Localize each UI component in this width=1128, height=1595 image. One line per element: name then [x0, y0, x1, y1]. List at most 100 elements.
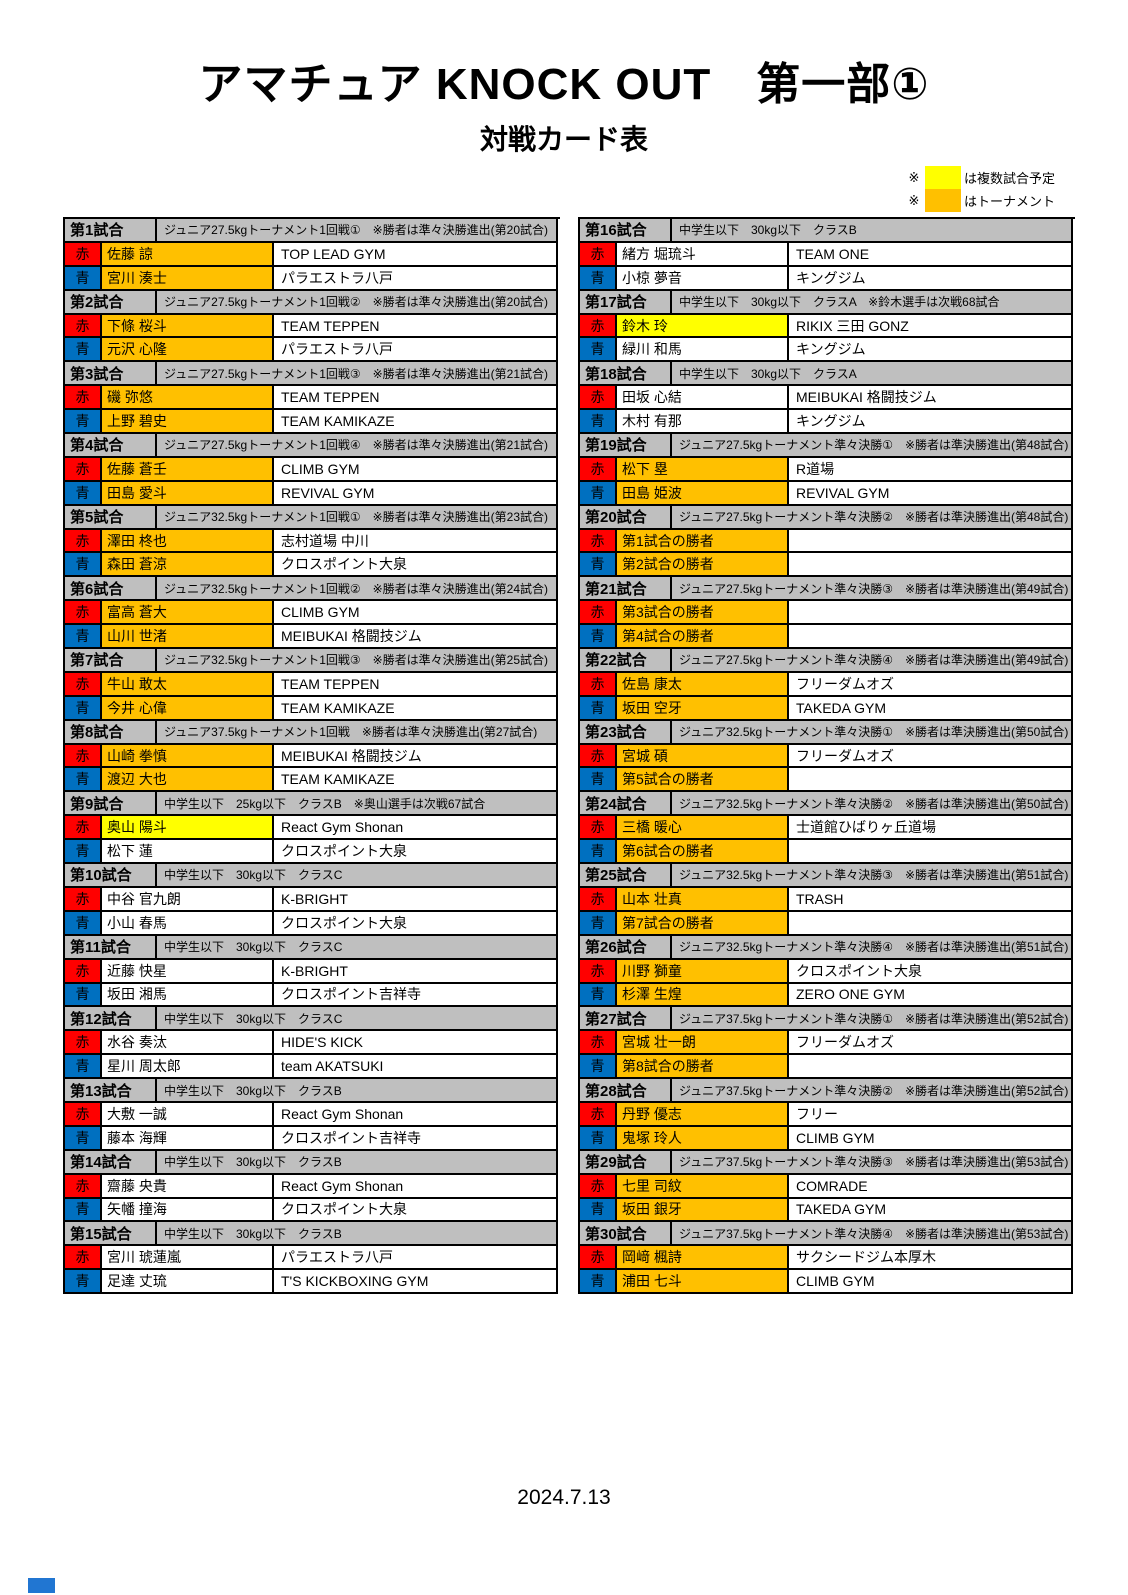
- fighter-name-cell: 磯 弥悠: [102, 386, 274, 411]
- match-column-right: 第16試合 中学生以下 30kg以下 クラスB 赤緒方 堀琉斗 TEAM ONE 青小椋…: [578, 217, 1075, 1295]
- corner-badge-red: 赤: [580, 959, 617, 984]
- match-number-cell: 第2試合: [65, 290, 157, 315]
- legend-label: は複数試合予定: [964, 171, 1056, 186]
- match-block: 第12試合 中学生以下 30kg以下 クラスC 赤水谷 奏汰 HIDE'S KICK 青…: [65, 1007, 560, 1080]
- corner-badge-blue: 青: [580, 911, 617, 936]
- fighter-gym-cell: TEAM TEPPEN: [274, 386, 558, 411]
- fighter-name-cell: 第2試合の勝者: [617, 553, 789, 578]
- match-block: 第9試合 中学生以下 25kg以下 クラスB ※奥山選手は次戦67試合赤奥山 陽斗…: [65, 792, 560, 865]
- fighter-gym-cell: パラエストラ八戸: [274, 338, 558, 363]
- fighter-name-cell: 緑川 和馬: [617, 338, 789, 363]
- corner-badge-red: 赤: [65, 314, 102, 339]
- fighter-gym-cell: MEIBUKAI 格闘技ジム: [789, 386, 1073, 411]
- match-block: 第23試合 ジュニア32.5kgトーナメント準々決勝① ※勝者は準決勝進出(第50…: [580, 720, 1075, 793]
- corner-badge-blue: 青: [580, 410, 617, 435]
- fighter-name-cell: 鈴木 玲: [617, 314, 789, 339]
- fighter-gym-cell: RIKIX 三田 GONZ: [789, 314, 1073, 339]
- fighter-name-cell: 宮川 琥蓮嵐: [102, 1246, 274, 1271]
- blue-fighter-row: 青第5試合の勝者: [580, 768, 1075, 793]
- fighter-gym-cell: TRASH: [789, 887, 1073, 912]
- fighter-gym-cell: TAKEDA GYM: [789, 1198, 1073, 1223]
- red-fighter-row: 赤鈴木 玲 RIKIX 三田 GONZ: [580, 314, 1075, 339]
- match-description-cell: ジュニア27.5kgトーナメント1回戦③ ※勝者は準々決勝進出(第21試合): [157, 362, 558, 387]
- corner-badge-blue: 青: [65, 911, 102, 936]
- blue-fighter-row: 青元沢 心隆 パラエストラ八戸: [65, 338, 560, 363]
- red-fighter-row: 赤奥山 陽斗 React Gym Shonan: [65, 816, 560, 841]
- fighter-name-cell: 坂田 空牙: [617, 696, 789, 721]
- match-block: 第2試合 ジュニア27.5kgトーナメント1回戦② ※勝者は準々決勝進出(第20試…: [65, 290, 560, 363]
- corner-badge-blue: 青: [65, 1055, 102, 1080]
- blue-fighter-row: 青星川 周太郎 team AKATSUKI: [65, 1055, 560, 1080]
- match-description-cell: ジュニア37.5kgトーナメント準々決勝① ※勝者は準決勝進出(第52試合): [672, 1007, 1073, 1032]
- corner-badge-blue: 青: [580, 768, 617, 793]
- corner-badge-red: 赤: [65, 529, 102, 554]
- fighter-name-cell: 佐島 康太: [617, 672, 789, 697]
- fighter-gym-cell: T'S KICKBOXING GYM: [274, 1270, 558, 1295]
- legend-note-mark: ※: [908, 192, 920, 208]
- match-header-row: 第26試合 ジュニア32.5kgトーナメント準々決勝④ ※勝者は準決勝進出(第51…: [580, 935, 1075, 960]
- fighter-gym-cell: クロスポイント吉祥寺: [274, 983, 558, 1008]
- red-fighter-row: 赤七里 司紋 COMRADE: [580, 1174, 1075, 1199]
- fighter-name-cell: 中谷 官九朗: [102, 887, 274, 912]
- red-fighter-row: 赤三橋 暖心 士道館ひばりヶ丘道場: [580, 816, 1075, 841]
- match-block: 第27試合 ジュニア37.5kgトーナメント準々決勝① ※勝者は準決勝進出(第52…: [580, 1007, 1075, 1080]
- match-header-row: 第5試合 ジュニア32.5kgトーナメント1回戦① ※勝者は準々決勝進出(第23試…: [65, 505, 560, 530]
- fighter-gym-cell: CLIMB GYM: [789, 1126, 1073, 1151]
- corner-badge-blue: 青: [580, 553, 617, 578]
- fighter-gym-cell: TEAM TEPPEN: [274, 672, 558, 697]
- match-header-row: 第14試合 中学生以下 30kg以下 クラスB: [65, 1150, 560, 1175]
- match-number-cell: 第19試合: [580, 434, 672, 458]
- fighter-gym-cell: React Gym Shonan: [274, 816, 558, 841]
- corner-badge-blue: 青: [65, 768, 102, 793]
- match-header-row: 第1試合 ジュニア27.5kgトーナメント1回戦① ※勝者は準々決勝進出(第20試…: [65, 219, 560, 243]
- red-fighter-row: 赤大敷 一誠 React Gym Shonan: [65, 1102, 560, 1127]
- red-fighter-row: 赤佐藤 蒼壬 CLIMB GYM: [65, 457, 560, 482]
- match-description-cell: ジュニア27.5kgトーナメント1回戦④ ※勝者は準々決勝進出(第21試合): [157, 434, 558, 458]
- corner-badge-blue: 青: [580, 1198, 617, 1223]
- fighter-gym-cell: TEAM ONE: [789, 242, 1073, 267]
- match-header-row: 第28試合 ジュニア37.5kgトーナメント準々決勝② ※勝者は準決勝進出(第52…: [580, 1079, 1075, 1103]
- fighter-name-cell: 第7試合の勝者: [617, 911, 789, 936]
- match-header-row: 第18試合 中学生以下 30kg以下 クラスA: [580, 362, 1075, 387]
- corner-badge-red: 赤: [65, 386, 102, 411]
- match-header-row: 第12試合 中学生以下 30kg以下 クラスC: [65, 1007, 560, 1032]
- fighter-name-cell: 大敷 一誠: [102, 1102, 274, 1127]
- fighter-gym-cell: [789, 601, 1073, 626]
- fighter-gym-cell: クロスポイント吉祥寺: [274, 1126, 558, 1151]
- match-header-row: 第4試合 ジュニア27.5kgトーナメント1回戦④ ※勝者は準々決勝進出(第21試…: [65, 434, 560, 458]
- fighter-name-cell: 元沢 心隆: [102, 338, 274, 363]
- blue-fighter-row: 青坂田 銀牙 TAKEDA GYM: [580, 1198, 1075, 1223]
- match-block: 第16試合 中学生以下 30kg以下 クラスB 赤緒方 堀琉斗 TEAM ONE 青小椋…: [580, 219, 1075, 291]
- match-header-row: 第22試合 ジュニア27.5kgトーナメント準々決勝④ ※勝者は準決勝進出(第49…: [580, 649, 1075, 673]
- corner-badge-blue: 青: [580, 696, 617, 721]
- fighter-gym-cell: R道場: [789, 457, 1073, 482]
- match-description-cell: ジュニア27.5kgトーナメント準々決勝③ ※勝者は準決勝進出(第49試合): [672, 577, 1073, 602]
- blue-fighter-row: 青坂田 空牙 TAKEDA GYM: [580, 696, 1075, 721]
- fighter-gym-cell: [789, 768, 1073, 793]
- corner-badge-blue: 青: [65, 1270, 102, 1295]
- corner-badge-red: 赤: [580, 242, 617, 267]
- fighter-name-cell: 七里 司紋: [617, 1174, 789, 1199]
- fighter-name-cell: 佐藤 諒: [102, 242, 274, 267]
- fighter-gym-cell: クロスポイント大泉: [274, 911, 558, 936]
- red-fighter-row: 赤松下 塁 R道場: [580, 457, 1075, 482]
- match-description-cell: ジュニア37.5kgトーナメント1回戦 ※勝者は準々決勝進出(第27試合): [157, 720, 558, 745]
- corner-badge-red: 赤: [580, 1174, 617, 1199]
- match-number-cell: 第5試合: [65, 505, 157, 530]
- match-header-row: 第16試合 中学生以下 30kg以下 クラスB: [580, 219, 1075, 243]
- match-block: 第30試合 ジュニア37.5kgトーナメント準々決勝④ ※勝者は準決勝進出(第53…: [580, 1222, 1075, 1295]
- fighter-name-cell: 星川 周太郎: [102, 1055, 274, 1080]
- fighter-name-cell: 小山 春馬: [102, 911, 274, 936]
- fighter-name-cell: 近藤 快星: [102, 959, 274, 984]
- match-description-cell: ジュニア27.5kgトーナメント準々決勝④ ※勝者は準決勝進出(第49試合): [672, 649, 1073, 673]
- fighter-name-cell: 三橋 暖心: [617, 816, 789, 841]
- fighter-gym-cell: TOP LEAD GYM: [274, 242, 558, 267]
- blue-fighter-row: 青上野 碧史 TEAM KAMIKAZE: [65, 410, 560, 435]
- fighter-name-cell: 水谷 奏汰: [102, 1031, 274, 1056]
- red-fighter-row: 赤富高 蒼大 CLIMB GYM: [65, 601, 560, 626]
- match-number-cell: 第27試合: [580, 1007, 672, 1032]
- fighter-gym-cell: HIDE'S KICK: [274, 1031, 558, 1056]
- corner-badge-red: 赤: [65, 744, 102, 769]
- fighter-gym-cell: クロスポイント大泉: [789, 959, 1073, 984]
- blue-fighter-row: 青今井 心偉 TEAM KAMIKAZE: [65, 696, 560, 721]
